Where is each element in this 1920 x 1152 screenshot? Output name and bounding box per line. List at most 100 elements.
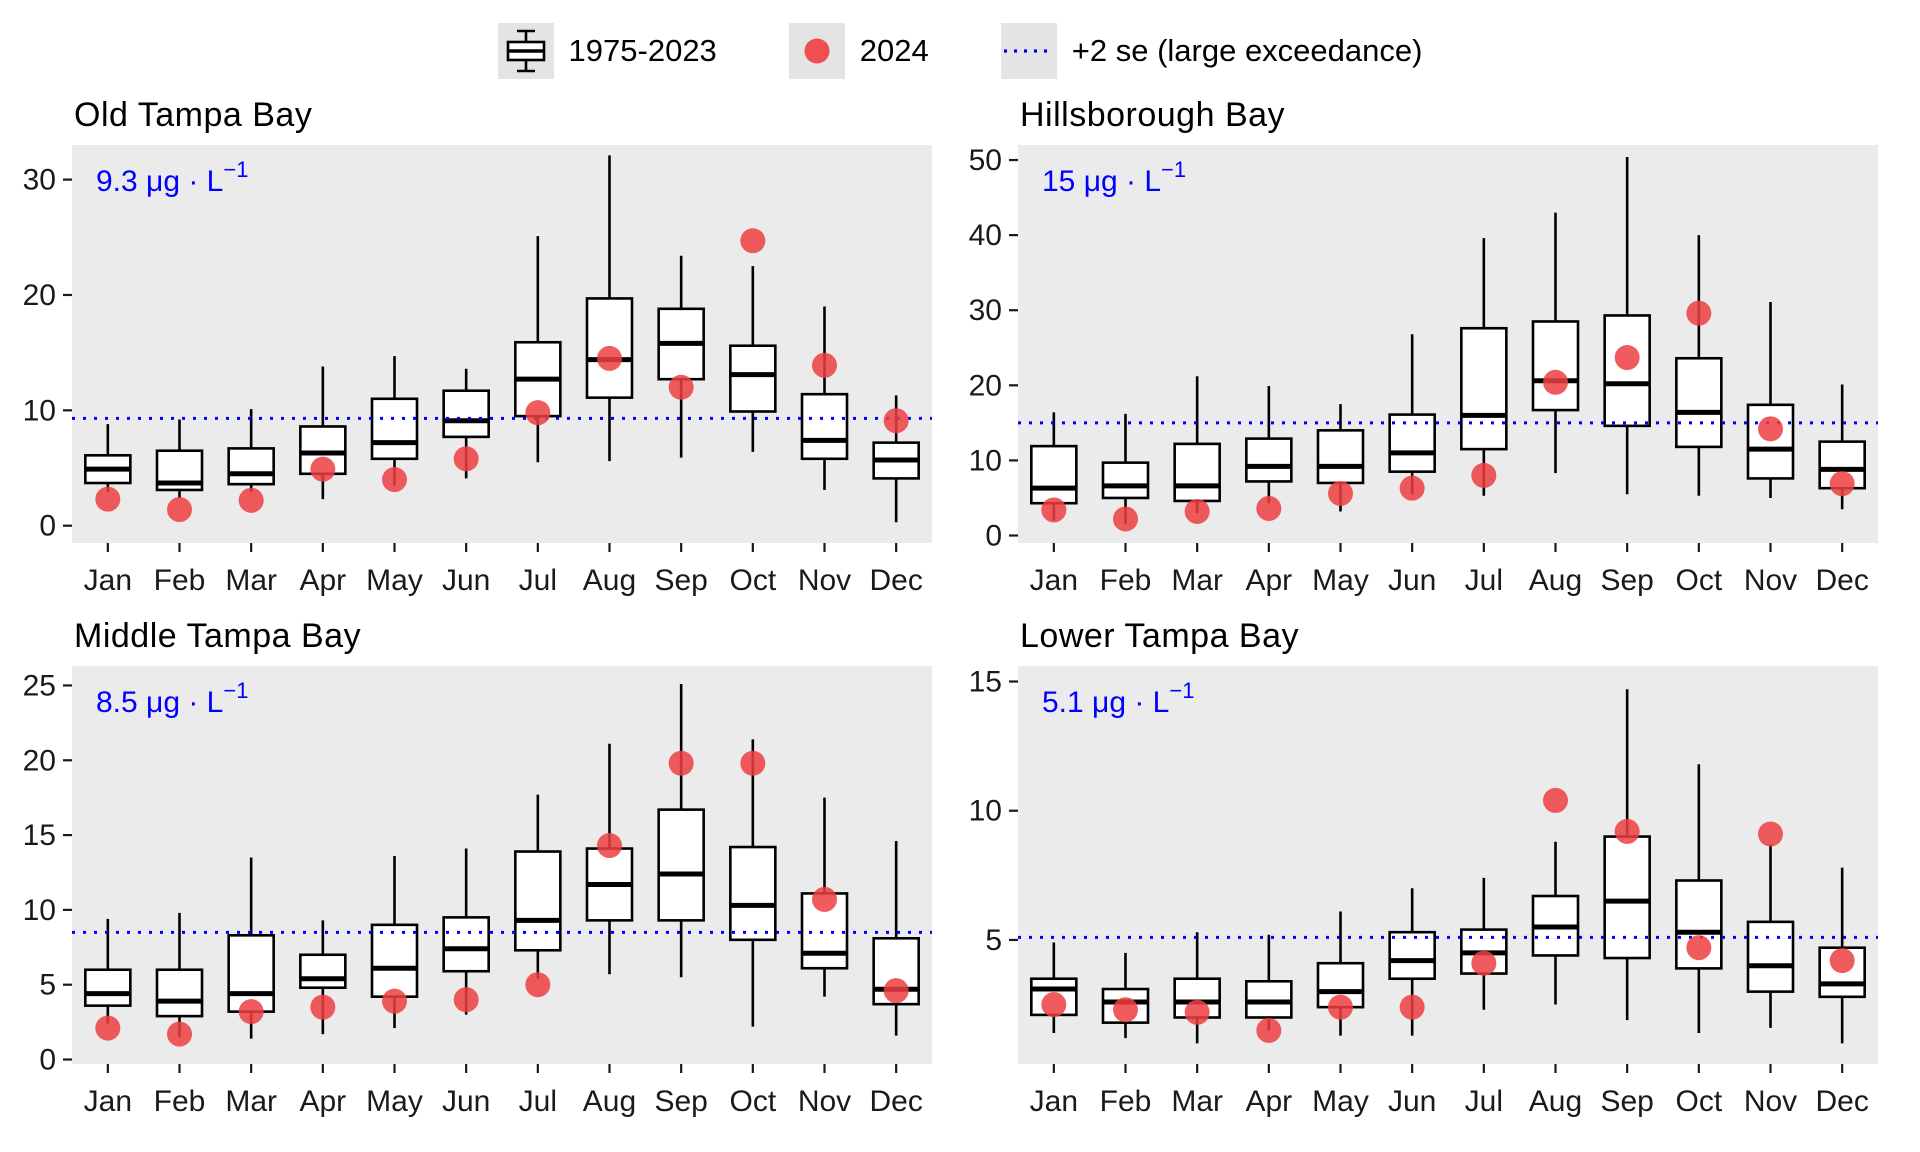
legend-item-current-year: 2024 <box>788 23 929 79</box>
dot-jan <box>95 1015 121 1041</box>
y-tick-label: 20 <box>969 369 1002 402</box>
dot-jan <box>95 486 121 512</box>
dot-aug <box>597 345 622 371</box>
dot-jun <box>1399 994 1425 1020</box>
box-aug <box>1531 320 1580 412</box>
x-tick-label-aug: Aug <box>1529 1085 1582 1118</box>
x-tick-label-feb: Feb <box>1100 564 1152 597</box>
y-tick-label: 10 <box>23 894 56 927</box>
x-tick-label-may: May <box>1312 1085 1369 1118</box>
legend-label-exceedance: +2 se (large exceedance) <box>1071 33 1423 68</box>
y-tick-label: 50 <box>969 144 1002 177</box>
dot-oct <box>740 228 766 254</box>
box-mar <box>1173 442 1221 503</box>
box-oct <box>729 845 777 942</box>
x-tick-label-apr: Apr <box>299 564 346 597</box>
panel-title-hillsborough-bay: Hillsborough Bay <box>1020 96 1286 134</box>
x-tick-label-may: May <box>1312 564 1369 597</box>
panel-lower-tampa-bay: Lower Tampa Bay 5 10 15 Jan Feb Mar Apr May Jun J… <box>956 609 1902 1130</box>
dot-aug <box>1543 787 1568 813</box>
panel-hillsborough-bay: Hillsborough Bay 0 10 20 30 40 50 Jan Feb Mar Apr… <box>956 88 1902 609</box>
box-nov <box>800 392 849 461</box>
dot-jul <box>1471 462 1497 488</box>
legend-label-historic: 1975-2023 <box>568 33 717 68</box>
box-jun <box>1388 930 1436 981</box>
dot-jun <box>453 987 479 1013</box>
x-tick-label-mar: Mar <box>1171 1085 1223 1118</box>
boxplot-chart-old-tampa-bay: 0 10 20 30 Jan Feb Mar Apr May Jun Jul Aug Sep Oct Nov… <box>23 145 932 597</box>
x-tick-label-may: May <box>366 1085 423 1118</box>
plot-area <box>72 145 932 543</box>
dot-nov <box>1758 821 1783 847</box>
plot-area <box>72 666 932 1064</box>
x-tick-label-oct: Oct <box>1675 564 1722 597</box>
x-tick-label-feb: Feb <box>154 564 206 597</box>
box-sep <box>1603 835 1651 960</box>
x-tick-label-dec: Dec <box>1815 1085 1868 1118</box>
dot-aug <box>1543 369 1568 395</box>
x-tick-label-jun: Jun <box>1388 564 1436 597</box>
x-tick-label-oct: Oct <box>729 564 776 597</box>
legend: 1975-2023 2024 +2 se (large exceedance) <box>0 0 1920 88</box>
x-tick-label-mar: Mar <box>225 564 277 597</box>
x-tick-label-nov: Nov <box>798 564 851 597</box>
x-tick-label-jun: Jun <box>442 564 490 597</box>
x-tick-label-jul: Jul <box>1465 1085 1503 1118</box>
y-tick-label: 30 <box>23 164 56 197</box>
dot-may <box>1328 480 1353 506</box>
boxplot-chart-lower-tampa-bay: 5 10 15 Jan Feb Mar Apr May Jun Jul Aug Sep Oct Nov De… <box>969 666 1878 1118</box>
dot-mar <box>238 487 264 513</box>
box-jan <box>84 968 132 1007</box>
dot-may <box>382 988 407 1014</box>
x-tick-label-jun: Jun <box>442 1085 490 1118</box>
dot-jun <box>453 446 479 472</box>
dot-may <box>1328 994 1353 1020</box>
plot-area <box>1018 145 1878 543</box>
box-apr <box>1245 437 1293 483</box>
box-oct <box>729 344 777 413</box>
dot-jun <box>1399 475 1425 501</box>
y-tick-label: 15 <box>23 819 56 852</box>
x-tick-label-jan: Jan <box>1030 564 1078 597</box>
x-tick-label-dec: Dec <box>1815 564 1868 597</box>
x-tick-label-mar: Mar <box>1171 564 1223 597</box>
box-sep <box>657 808 705 922</box>
box-apr <box>1245 979 1293 1019</box>
dot-apr <box>310 456 336 482</box>
x-tick-label-feb: Feb <box>154 1085 206 1118</box>
y-tick-label: 10 <box>969 444 1002 477</box>
panel-middle-tampa-bay: Middle Tampa Bay 0 5 10 15 20 25 Jan Feb Mar Apr M… <box>10 609 956 1130</box>
dot-dec <box>883 978 909 1004</box>
panel-title-old-tampa-bay: Old Tampa Bay <box>74 96 313 134</box>
x-tick-label-nov: Nov <box>798 1085 851 1118</box>
y-tick-label: 0 <box>985 519 1002 552</box>
dot-nov <box>812 886 837 912</box>
target-annotation: 9.3 μg · L−1 <box>96 157 248 198</box>
dot-dec <box>883 408 909 434</box>
dot-sep <box>668 374 694 400</box>
dot-feb <box>1113 997 1138 1023</box>
dot-feb <box>1113 506 1138 532</box>
box-oct <box>1675 356 1723 449</box>
dot-feb <box>167 1021 192 1047</box>
y-tick-label: 20 <box>23 744 56 777</box>
dot-jan <box>1041 992 1067 1018</box>
dot-jul <box>1471 950 1497 976</box>
y-tick-label: 15 <box>969 666 1002 699</box>
boxplot-chart-hillsborough-bay: 0 10 20 30 40 50 Jan Feb Mar Apr May Jun Jul Aug Sep Oc… <box>969 144 1878 597</box>
dot-jul <box>525 400 551 426</box>
dot-nov <box>812 352 837 378</box>
box-feb <box>1101 461 1150 500</box>
x-tick-label-sep: Sep <box>654 1085 707 1118</box>
x-tick-label-jan: Jan <box>1030 1085 1078 1118</box>
boxplot-chart-middle-tampa-bay: 0 5 10 15 20 25 Jan Feb Mar Apr May Jun Jul Aug Sep Oct… <box>23 666 932 1118</box>
dot-mar <box>1184 999 1210 1025</box>
box-jul <box>514 850 562 952</box>
dot-jan <box>1041 497 1067 523</box>
x-tick-label-jan: Jan <box>84 564 132 597</box>
y-tick-label: 25 <box>23 669 56 702</box>
x-tick-label-jul: Jul <box>519 1085 557 1118</box>
legend-item-exceedance-line: +2 se (large exceedance) <box>1000 23 1423 79</box>
box-may <box>370 923 419 998</box>
x-tick-label-nov: Nov <box>1744 564 1797 597</box>
